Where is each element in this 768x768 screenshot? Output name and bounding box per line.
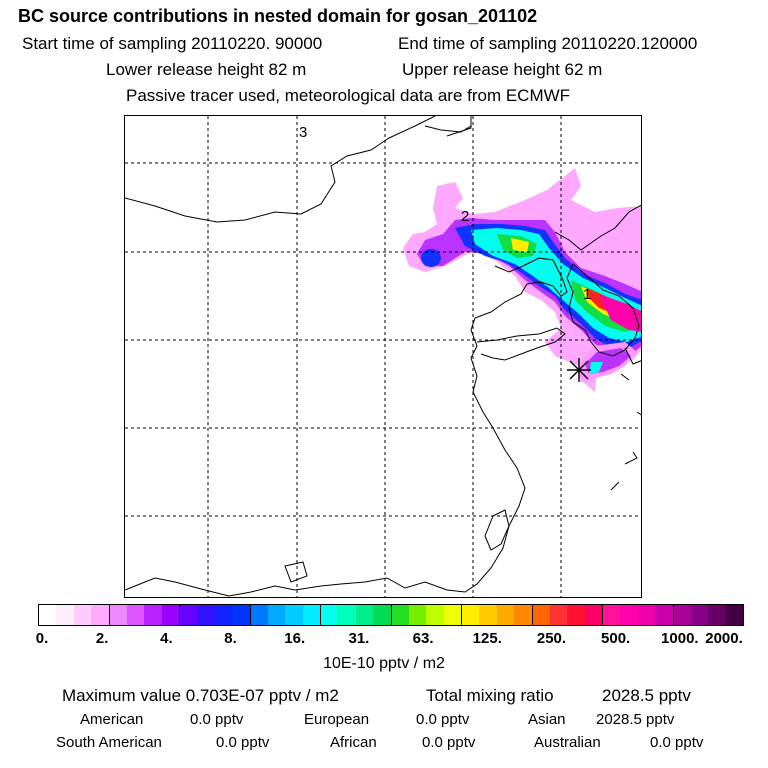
colorbar-tick-label: 4.	[160, 630, 173, 647]
south-american-value: 0.0 pptv	[216, 734, 270, 751]
map-canvas: 3 2 1	[125, 116, 641, 597]
african-value: 0.0 pptv	[422, 734, 476, 751]
colorbar-cell	[73, 605, 92, 625]
european-label: European	[304, 711, 370, 728]
plume-south-cyan	[589, 362, 603, 374]
taiwan-island	[484, 509, 510, 551]
colorbar-cell	[285, 605, 303, 625]
colorbar-cell	[302, 605, 321, 625]
african-label: African	[330, 734, 377, 751]
colorbar-cell	[408, 605, 427, 625]
colorbar-cell	[109, 605, 127, 625]
colorbar-tick-label: 16.	[284, 630, 306, 647]
colorbar-cell	[250, 605, 268, 625]
asian-value: 2028.5 pptv	[596, 711, 675, 728]
colorbar-tick-label: 2000.	[705, 630, 743, 647]
american-label: American	[80, 711, 144, 728]
colorbar-tick-label: 63.	[412, 630, 434, 647]
european-value: 0.0 pptv	[416, 711, 470, 728]
colorbar-tick-label: 2.	[95, 630, 109, 647]
colorbar-cell	[532, 605, 550, 625]
map-label-2: 2	[461, 208, 469, 225]
colorbar-cell	[373, 605, 392, 625]
plot-title: BC source contributions in nested domain…	[18, 6, 538, 26]
hainan-island	[284, 561, 308, 583]
colorbar-cell	[267, 605, 286, 625]
colorbar-cell	[197, 605, 215, 625]
coastline-japan	[610, 347, 641, 491]
colorbar-cell	[690, 605, 709, 625]
colorbar-cell	[126, 605, 145, 625]
colorbar-cell	[725, 605, 743, 625]
colorbar-cell	[338, 605, 356, 625]
colorbar-cell	[584, 605, 603, 625]
plume-magenta	[599, 294, 641, 332]
coastline-bohai	[125, 257, 568, 597]
colorbar-cell	[161, 605, 180, 625]
coastline-korea	[566, 263, 640, 357]
coastlines	[125, 116, 641, 597]
colorbar-cell	[462, 605, 480, 625]
lower-release-text: Lower release height 82 m	[106, 60, 307, 79]
colorbar-cell	[443, 605, 462, 625]
colorbar-tick-label: 31.	[348, 630, 370, 647]
colorbar-cell	[232, 605, 251, 625]
colorbar-tick-label: 250.	[536, 630, 567, 647]
end-time-text: End time of sampling 20110220.120000	[398, 34, 698, 53]
map-label-1: 1	[583, 286, 591, 303]
colorbar-cell	[391, 605, 409, 625]
american-value: 0.0 pptv	[190, 711, 244, 728]
plume-blue-spot	[421, 249, 441, 267]
start-time-text: Start time of sampling 20110220. 90000	[22, 34, 323, 53]
colorbar-cell	[426, 605, 444, 625]
colorbar-cell	[708, 605, 726, 625]
colorbar	[38, 604, 744, 626]
colorbar-cell	[549, 605, 568, 625]
colorbar-tick-label: 1000.	[661, 630, 699, 647]
colorbar-cell	[637, 605, 656, 625]
colorbar-cell	[321, 605, 339, 625]
colorbar-tick-label: 0.	[35, 630, 49, 647]
map-label-3: 3	[299, 124, 307, 141]
coastline-north	[125, 116, 436, 223]
upper-release-text: Upper release height 62 m	[402, 60, 603, 79]
coastline-northeast	[424, 116, 472, 137]
colorbar-cell	[514, 605, 533, 625]
colorbar-cell	[180, 605, 198, 625]
australian-value: 0.0 pptv	[650, 734, 704, 751]
map-panel: 3 2 1	[124, 115, 642, 598]
coastline-shandong	[476, 327, 566, 361]
colorbar-cell	[620, 605, 638, 625]
colorbar-cell	[567, 605, 585, 625]
colorbar-cell	[673, 605, 691, 625]
colorbar-cell	[39, 605, 57, 625]
graticule	[125, 116, 641, 597]
colorbar-cell	[214, 605, 233, 625]
colorbar-tick-label: 500.	[601, 630, 631, 647]
asian-label: Asian	[528, 711, 566, 728]
colorbar-cell	[355, 605, 374, 625]
colorbar-tick-label: 125.	[472, 630, 502, 647]
australian-label: Australian	[534, 734, 601, 751]
colorbar-cell	[655, 605, 674, 625]
colorbar-cell	[479, 605, 497, 625]
colorbar-cell	[496, 605, 515, 625]
border-east	[554, 204, 641, 251]
colorbar-cell	[603, 605, 621, 625]
colorbar-cell	[56, 605, 74, 625]
south-american-label: South American	[56, 734, 162, 751]
total-mixing-label: Total mixing ratio	[426, 686, 554, 705]
colorbar-unit: 10E-10 pptv / m2	[323, 655, 445, 672]
tracer-info-text: Passive tracer used, meteorological data…	[126, 86, 571, 105]
colorbar-cell	[144, 605, 162, 625]
receptor-star-icon	[567, 358, 591, 382]
maximum-value-text: Maximum value 0.703E-07 pptv / m2	[62, 686, 339, 705]
total-mixing-value: 2028.5 pptv	[602, 686, 691, 705]
colorbar-cell	[91, 605, 110, 625]
plume-field	[403, 168, 641, 392]
colorbar-tick-label: 8.	[224, 630, 237, 647]
